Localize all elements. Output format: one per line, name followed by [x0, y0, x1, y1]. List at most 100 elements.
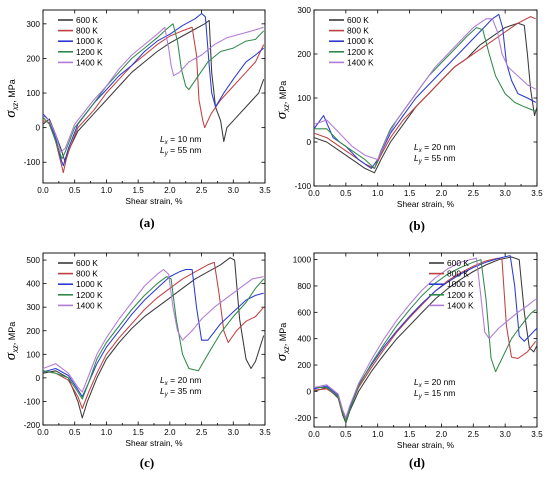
- y-tick-label: 300: [26, 20, 40, 29]
- y-axis-label-subscript: xz: [10, 102, 20, 111]
- legend-label: 800 K: [76, 269, 98, 279]
- panel-label: (d): [409, 455, 425, 470]
- x-tick-label: 1.5: [404, 189, 416, 198]
- x-tick-label: 2.5: [196, 186, 208, 195]
- x-tick-label: 2.0: [436, 430, 448, 439]
- y-axis-label-symbol: σ: [3, 110, 19, 118]
- y-axis-label-symbol: σ: [274, 111, 290, 119]
- series-group: [43, 257, 265, 419]
- y-tick-label: -100: [295, 182, 312, 191]
- x-tick-label: 1.0: [372, 430, 384, 439]
- y-tick-label: 500: [26, 256, 40, 265]
- x-tick-label: 2.5: [468, 430, 480, 439]
- annotation-ly: Ly = 55 nm: [414, 153, 455, 165]
- y-axis-label: σxz, MPa: [3, 79, 20, 117]
- legend-label: 1400 K: [76, 300, 103, 310]
- x-tick-label: 1.5: [132, 428, 144, 437]
- x-tick-label: 2.5: [196, 428, 208, 437]
- x-tick-label: 2.5: [468, 189, 480, 198]
- x-axis: 0.0 0.5 1.0 1.5 2.0 2.5 3.0 3.5 Shear strain, %: [37, 10, 271, 206]
- series-line-1000k: [314, 13, 536, 169]
- legend-label: 800 K: [76, 26, 98, 36]
- x-tick-label: 0.5: [69, 186, 81, 195]
- annotation-lx: Lx = 20 nm: [414, 377, 455, 389]
- y-axis-label-unit: , MPa: [7, 79, 17, 103]
- legend-label: 600 K: [76, 15, 98, 25]
- legend-label: 1400 K: [447, 300, 474, 310]
- x-tick-label: 1.0: [101, 428, 113, 437]
- y-tick-label: 300: [297, 6, 311, 15]
- x-axis-label: Shear strain, %: [125, 438, 183, 448]
- x-tick-label: 0.5: [340, 189, 352, 198]
- annotation-ly: Ly = 15 nm: [414, 388, 455, 400]
- y-axis-label-subscript: xz: [281, 104, 291, 113]
- y-tick-label: 100: [26, 89, 40, 98]
- x-tick-label: 2.0: [164, 428, 176, 437]
- series-line-1200k: [43, 23, 265, 160]
- series-line-800k: [43, 26, 265, 174]
- series-line-1400k: [43, 26, 264, 153]
- annotation-lx: Lx = 20 nm: [414, 142, 455, 154]
- y-axis: -200 0 200 400 600 800 1000 σxz, MPa: [274, 256, 537, 423]
- y-axis: -100 0 100 200 300 σxz, MPa: [3, 20, 265, 167]
- x-tick-label: 1.0: [101, 186, 113, 195]
- series-line-800k: [43, 261, 265, 410]
- x-tick-label: 2.0: [164, 186, 176, 195]
- x-tick-label: 1.0: [372, 189, 384, 198]
- chart-panel-3: 0.0 0.5 1.0 1.5 2.0 2.5 3.0 3.5 Shear strain, % -…: [3, 252, 271, 470]
- x-tick-label: 0.0: [308, 430, 320, 439]
- legend-label: 600 K: [447, 258, 469, 268]
- y-axis-label-unit: , MPa: [278, 323, 288, 347]
- legend-label: 1000 K: [447, 279, 474, 289]
- annotation-lx: Lx = 20 nm: [160, 375, 201, 387]
- chart-panel-2: 0.0 0.5 1.0 1.5 2.0 2.5 3.0 3.5 Shear strain, % -…: [274, 6, 543, 233]
- y-tick-label: 0: [35, 124, 40, 133]
- y-tick-label: 0: [306, 138, 311, 147]
- y-axis-label-symbol: σ: [3, 352, 19, 360]
- y-tick-label: 200: [26, 327, 40, 336]
- y-tick-label: 1000: [293, 256, 312, 265]
- chart-panel-1: 0.0 0.5 1.0 1.5 2.0 2.5 3.0 3.5 Shear strain, % -…: [3, 9, 271, 230]
- annotation-ly: Ly = 55 nm: [160, 145, 201, 157]
- y-tick-label: 400: [297, 335, 311, 344]
- legend-label: 1200 K: [447, 290, 474, 300]
- series-group: [43, 12, 265, 174]
- series-line-1200k: [314, 27, 536, 169]
- y-tick-label: 300: [26, 303, 40, 312]
- y-axis-label: σxz, MPa: [274, 323, 291, 361]
- legend-label: 1200 K: [76, 47, 103, 57]
- x-tick-label: 0.5: [69, 428, 81, 437]
- y-tick-label: -200: [295, 414, 312, 423]
- x-tick-label: 1.5: [404, 430, 416, 439]
- x-tick-label: 3.0: [228, 428, 240, 437]
- x-tick-label: 0.0: [37, 186, 49, 195]
- x-tick-label: 3.0: [499, 430, 511, 439]
- y-axis-label: σxz, MPa: [3, 322, 20, 360]
- y-tick-label: 200: [26, 54, 40, 63]
- y-tick-label: -100: [24, 158, 41, 167]
- legend-label: 1400 K: [347, 57, 374, 67]
- x-axis: 0.0 0.5 1.0 1.5 2.0 2.5 3.0 3.5 Shear strain, %: [37, 253, 271, 448]
- y-tick-label: 400: [26, 280, 40, 289]
- y-axis-label: σxz, MPa: [274, 81, 291, 119]
- series-line-1000k: [43, 268, 264, 398]
- series-line-1400k: [314, 257, 537, 419]
- y-axis-label-subscript: xz: [10, 345, 20, 354]
- x-tick-label: 3.5: [531, 189, 543, 198]
- y-axis-label-unit: , MPa: [7, 322, 17, 346]
- plot-frame: [313, 252, 538, 428]
- y-tick-label: -200: [24, 421, 41, 430]
- legend-label: 1200 K: [76, 290, 103, 300]
- legend-label: 600 K: [347, 15, 369, 25]
- x-tick-label: 3.0: [499, 189, 511, 198]
- y-axis-label-symbol: σ: [274, 353, 290, 361]
- panel-label: (b): [409, 218, 425, 233]
- series-line-600k: [43, 257, 265, 419]
